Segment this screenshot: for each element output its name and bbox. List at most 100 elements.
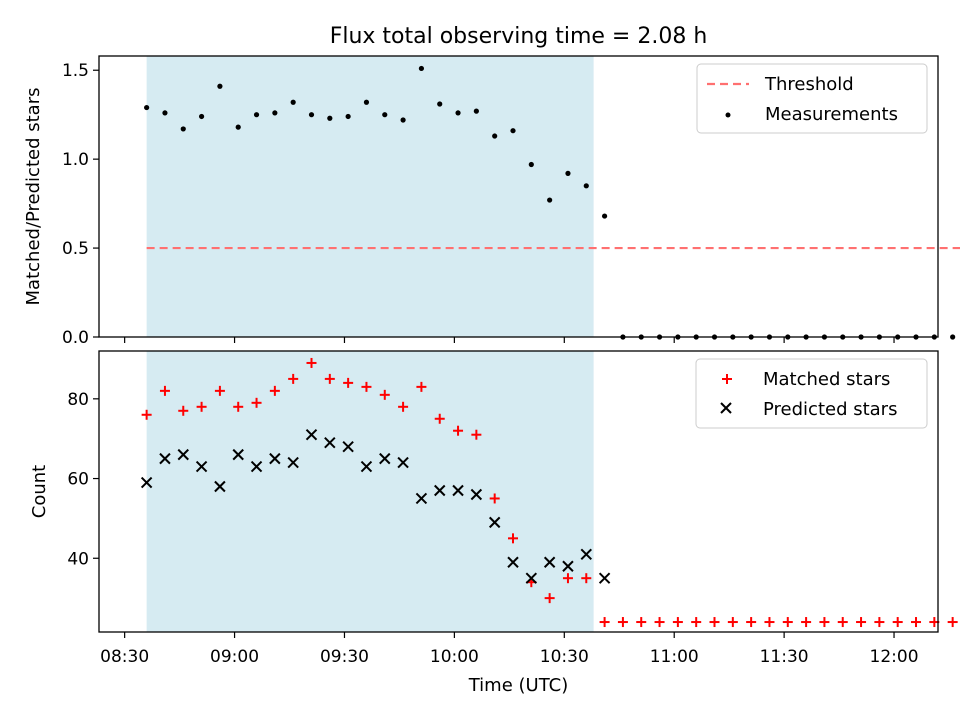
x-tick-label: 08:30: [100, 647, 149, 667]
y-axis-label-count: Count: [29, 465, 50, 518]
x-axis-label: Time (UTC): [468, 675, 569, 696]
measurement-point: [363, 99, 370, 105]
predicted-point: [287, 456, 299, 469]
y-tick-label: 1.0: [62, 150, 89, 170]
matched-point: [654, 617, 665, 628]
predicted-point: [415, 492, 428, 505]
measurement-point: [327, 115, 333, 121]
matched-point: [379, 389, 390, 400]
matched-point: [581, 573, 592, 584]
matched-point: [672, 617, 683, 628]
chart-title: Flux total observing time = 2.08 h: [330, 24, 708, 49]
predicted-point: [379, 452, 391, 465]
y-axis-label-ratio: Matched/Predicted stars: [23, 88, 44, 306]
x-tick-label: 09:30: [320, 647, 369, 667]
matched-point: [434, 413, 445, 424]
predicted-point: [195, 460, 208, 473]
measurement-point: [437, 101, 443, 107]
matched-point: [251, 397, 262, 408]
measurement-point: [547, 197, 553, 203]
legend-top: Threshold Measurements: [696, 63, 928, 134]
predicted-point: [342, 440, 354, 453]
predicted-point: [562, 560, 574, 572]
measurement-point: [601, 213, 608, 219]
matched-point: [453, 425, 464, 436]
matched-point: [544, 593, 555, 604]
matched-point: [691, 617, 702, 628]
measurement-point: [418, 65, 425, 72]
y-tick-label: 60: [67, 470, 89, 490]
matched-point: [947, 617, 958, 628]
matched-point: [214, 385, 225, 396]
matched-point: [856, 617, 867, 628]
matched-point: [636, 617, 647, 628]
x-tick-label: 12:00: [870, 647, 919, 667]
panel-count: 40 60 80 08:30 09:00 09:30 10:00 10:30 11:00 11:…: [29, 350, 958, 696]
matched-point: [819, 617, 830, 628]
measurement-point: [382, 112, 388, 118]
matched-point: [233, 401, 244, 412]
y-tick-label: 1.5: [62, 61, 89, 81]
legend-matched-label: Matched stars: [763, 369, 890, 390]
legend-predicted-label: Predicted stars: [763, 399, 897, 420]
panel-ratio: 0.0 0.5 1.0 1.5 Matched/Predicted stars Thr…: [23, 55, 960, 348]
matched-point: [508, 533, 519, 544]
measurement-point: [308, 112, 315, 118]
predicted-point: [360, 460, 373, 473]
matched-point: [782, 617, 793, 628]
predicted-point: [250, 460, 263, 473]
measurement-point: [473, 108, 479, 114]
legend-bottom: Matched stars Predicted stars: [695, 358, 928, 429]
measurement-point: [583, 183, 589, 189]
x-tick-label: 10:00: [430, 647, 479, 667]
matched-point: [141, 409, 152, 420]
measurement-point: [510, 128, 516, 134]
axes-frame-top: [98, 55, 939, 338]
predicted-point: [397, 456, 409, 469]
y-tick-label: 80: [67, 390, 89, 410]
measurement-point: [217, 83, 223, 89]
y-tick-label: 0.5: [62, 239, 89, 259]
measurement-point: [528, 161, 534, 168]
legend-box-bottom: [695, 358, 928, 429]
predicted-point: [580, 548, 592, 560]
measurement-point: [345, 113, 351, 120]
legend-matched-swatch: [722, 374, 732, 384]
matched-point: [764, 617, 775, 628]
predicted-point: [305, 428, 318, 441]
predicted-point: [452, 484, 464, 497]
matched-point: [746, 617, 757, 628]
matched-point: [343, 377, 354, 388]
matched-point: [306, 357, 317, 368]
matched-point: [178, 405, 189, 416]
matched-point: [398, 401, 409, 412]
predicted-point: [470, 488, 483, 501]
legend-threshold-label: Threshold: [764, 74, 854, 95]
predicted-point: [324, 436, 336, 449]
predicted-point: [488, 516, 501, 529]
predicted-point: [140, 476, 153, 489]
matched-point: [709, 617, 720, 628]
matched-point: [361, 381, 372, 392]
matched-point: [617, 617, 628, 628]
measurement-point: [198, 113, 205, 120]
predicted-point: [434, 484, 446, 497]
matched-point: [837, 617, 848, 628]
predicted-point: [525, 572, 538, 584]
predicted-point: [507, 556, 519, 568]
matched-point: [159, 385, 170, 396]
predicted-point: [177, 448, 189, 461]
legend-measurements-label: Measurements: [765, 104, 898, 125]
predicted-point: [269, 452, 281, 465]
measurement-point: [492, 133, 498, 139]
measurement-point: [290, 99, 296, 105]
matched-point: [324, 373, 335, 384]
axes-frame-bottom: [98, 350, 939, 633]
measurement-point: [144, 104, 150, 111]
x-tick-label: 10:30: [540, 647, 589, 667]
matched-point: [562, 573, 573, 584]
measurement-point: [253, 112, 260, 118]
matched-point: [727, 617, 738, 628]
x-tick-label: 09:00: [210, 647, 259, 667]
